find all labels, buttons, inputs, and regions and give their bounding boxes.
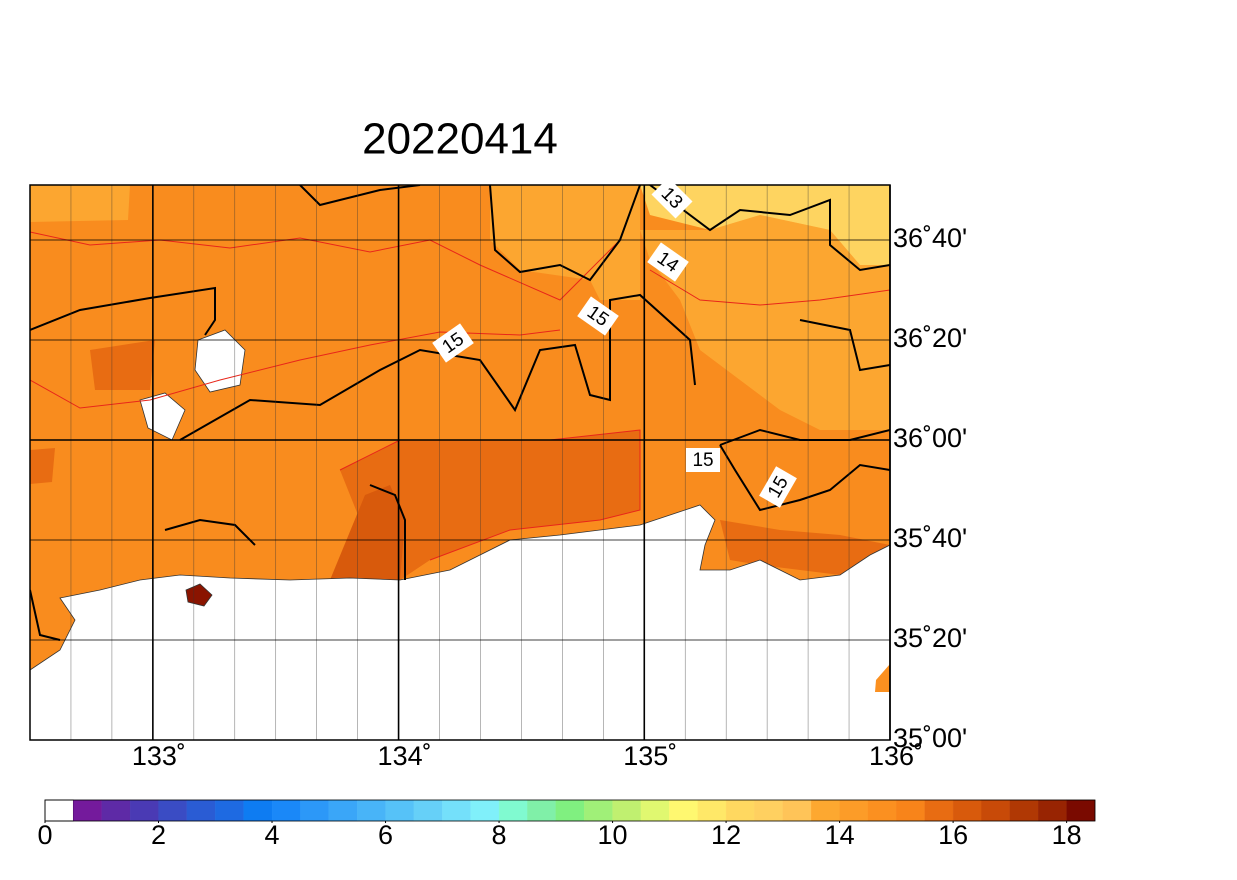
- colorbar-tick-label: 0: [37, 820, 52, 850]
- lat-tick-label: 36˚40': [893, 223, 967, 253]
- colorbar-tick-label: 2: [151, 820, 166, 850]
- colorbar-box: [385, 799, 415, 822]
- colorbar-tick-label: 14: [825, 820, 855, 850]
- colorbar-box: [725, 799, 755, 822]
- contour-label-box: [759, 466, 797, 508]
- field-region: [640, 185, 890, 265]
- colorbar-box: [952, 799, 982, 822]
- lat-tick-label: 36˚00': [893, 423, 967, 453]
- colorbar-box: [442, 799, 471, 822]
- colorbar-box: [527, 799, 556, 822]
- lon-tick-label: 133˚: [132, 741, 186, 771]
- colorbar-tick-label: 12: [711, 820, 741, 850]
- sea: [30, 504, 890, 740]
- field-region: [490, 185, 640, 300]
- red-contours: [30, 231, 890, 561]
- colorbar-box: [44, 799, 74, 822]
- colorbar-box: [498, 799, 528, 822]
- colorbar-box: [697, 799, 727, 822]
- contour-label-box: [577, 296, 619, 336]
- colorbar-tick-label: 16: [938, 820, 968, 850]
- black-contours: [30, 185, 890, 641]
- colorbar-tick-label: 4: [265, 820, 280, 850]
- contour-label-box: [651, 177, 693, 219]
- colorbar-box: [186, 799, 216, 822]
- field-region: [875, 664, 890, 692]
- contour-label-box: [647, 242, 689, 282]
- lat-tick-label: 36˚20': [893, 323, 967, 353]
- contour-label-box: [432, 323, 474, 363]
- colorbar-box: [669, 799, 698, 822]
- colorbar-box: [158, 799, 188, 822]
- field-region: [640, 215, 890, 430]
- colorbar-box: [101, 799, 131, 822]
- colorbar-box: [640, 799, 670, 822]
- colorbar-tick-label: 6: [378, 820, 393, 850]
- colorbar-box: [129, 799, 159, 822]
- colorbar-box: [867, 799, 897, 822]
- colorbar-box: [1038, 799, 1067, 822]
- colorbar-tick-label: 8: [492, 820, 507, 850]
- colorbar-box: [555, 799, 585, 822]
- colorbar: 0 2 4 6 8 10 12 14 16 18: [37, 799, 1096, 850]
- field-region: [30, 448, 55, 484]
- colorbar-box: [470, 799, 500, 822]
- colorbar-box: [981, 799, 1011, 822]
- colorbar-tick-label: 18: [1052, 820, 1082, 850]
- colorbar-box: [584, 799, 613, 822]
- contour-label-box: [686, 448, 720, 472]
- lat-tick-label: 35˚20': [893, 623, 967, 653]
- colorbar-box: [243, 799, 273, 822]
- colorbar-box: [924, 799, 954, 822]
- map-frame: [29, 184, 891, 741]
- field-region: [330, 485, 405, 580]
- colorbar-box: [612, 799, 642, 822]
- lon-tick-label: 135˚: [623, 741, 677, 771]
- colorbar-box: [1066, 799, 1096, 822]
- island: [185, 583, 213, 607]
- colorbar-box: [839, 799, 869, 822]
- colorbar-box: [413, 799, 443, 822]
- graticule: [30, 185, 891, 741]
- colorbar-frame: [44, 799, 1096, 822]
- colorbar-box: [896, 799, 925, 822]
- colorbar-box: [271, 799, 301, 822]
- colorbar-box: [782, 799, 812, 822]
- map-field: [30, 185, 890, 740]
- field-region: [90, 340, 155, 390]
- lat-tick-label: 35˚00': [893, 723, 967, 753]
- lon-tick-label: 134˚: [378, 741, 432, 771]
- colorbar-box: [300, 799, 329, 822]
- colorbar-box: [215, 799, 244, 822]
- lon-tick-label: 136˚: [869, 741, 923, 771]
- field-region: [30, 185, 130, 222]
- contour-label: 15: [686, 448, 720, 472]
- contour-label-text: 15: [692, 450, 713, 471]
- map-title: 20220414: [362, 115, 558, 164]
- field-region: [340, 430, 640, 580]
- colorbar-tick-label: 10: [598, 820, 628, 850]
- axes: 133˚ 134˚ 135˚ 136˚35˚00' 35˚20' 35˚40' 36˚00'…: [132, 223, 967, 771]
- colorbar-box: [73, 799, 102, 822]
- island: [139, 392, 186, 441]
- colorbar-box: [1009, 799, 1039, 822]
- lat-tick-label: 35˚40': [893, 523, 967, 553]
- colorbar-box: [357, 799, 386, 822]
- colorbar-box: [328, 799, 358, 822]
- colorbar-box: [754, 799, 783, 822]
- colorbar-box: [811, 799, 840, 822]
